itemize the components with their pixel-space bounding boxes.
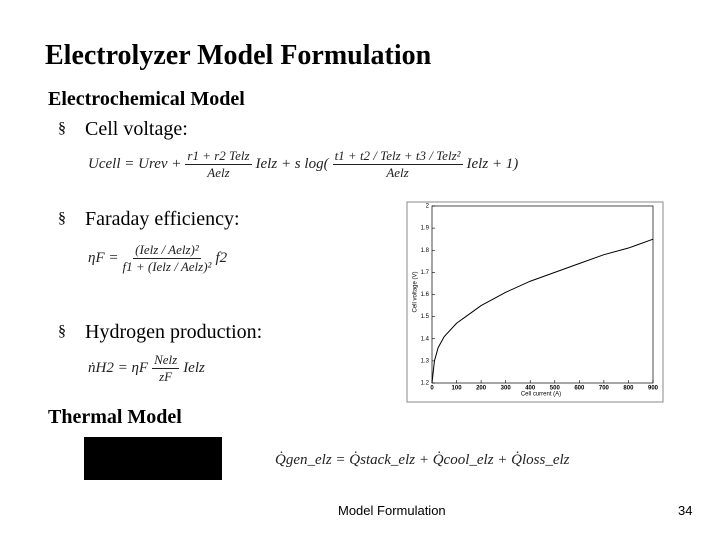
y-tick-label: 1.4 [421, 336, 430, 342]
x-tick-label: 200 [476, 386, 487, 392]
equation: Ucell = Urev + r1 + r2 Telz Aelz Ielz + s l… [88, 148, 518, 181]
equation: ṅH2 = ηF Nelz zF Ielz [88, 352, 205, 385]
bullet-symbol: § [58, 210, 66, 227]
fraction: Nelz zF [152, 352, 180, 385]
y-tick-label: 2 [426, 204, 430, 210]
denominator: Aelz [207, 165, 230, 180]
x-tick-label: 400 [525, 386, 536, 392]
x-tick-label: 700 [599, 386, 610, 392]
equation-text: Ielz + s log( [255, 156, 329, 172]
numerator: (Ielz / Aelz)² [133, 242, 201, 259]
line-series [431, 238, 654, 384]
section-heading: Thermal Model [48, 406, 182, 428]
y-tick-label: 1.7 [421, 270, 430, 276]
y-axis-label: Cell voltage (V) [413, 271, 419, 312]
x-tick-label: 300 [501, 386, 512, 392]
equation-text: Q̇gen_elz = Q̇stack_elz + Q̇cool_elz + Q… [275, 452, 570, 468]
numerator: Nelz [152, 352, 180, 369]
x-tick-label: 800 [623, 386, 634, 392]
y-tick-label: 1.5 [421, 314, 430, 320]
y-tick-label: 1.2 [421, 381, 430, 387]
x-tick-label: 100 [452, 386, 463, 392]
equation-text: Ielz [183, 360, 205, 376]
bullet-symbol: § [58, 323, 66, 340]
y-tick-label: 1.6 [421, 292, 430, 298]
bullet: Hydrogen production: [85, 321, 263, 343]
y-tick-label: 1.8 [421, 248, 430, 254]
page-number: 34 [678, 503, 693, 518]
numerator: r1 + r2 Telz [185, 148, 252, 165]
x-tick-label: 0 [430, 386, 434, 392]
equation-text: ṅH2 = ηF [88, 360, 149, 376]
equation: Q̇gen_elz = Q̇stack_elz + Q̇cool_elz + Q… [275, 452, 570, 469]
chart: Cell voltage (V) Cell current (A) 1.2 1.3… [406, 201, 664, 403]
bullet-symbol: § [58, 120, 66, 137]
equation-text: f2 [215, 250, 228, 266]
bullet: Faraday efficiency: [85, 208, 240, 230]
y-tick-label: 1.9 [421, 226, 430, 232]
fraction: t1 + t2 / Telz + t3 / Telz² Aelz [332, 148, 463, 181]
x-axis-label: Cell current (A) [521, 392, 561, 398]
denominator: Aelz [386, 165, 409, 180]
x-tick-label: 900 [648, 386, 659, 392]
numerator: t1 + t2 / Telz + t3 / Telz² [332, 148, 463, 165]
y-tick-label: 1.3 [421, 358, 430, 364]
denominator: f1 + (Ielz / Aelz)² [122, 259, 212, 274]
image-placeholder [84, 437, 222, 480]
x-tick-label: 500 [550, 386, 561, 392]
denominator: zF [159, 369, 173, 384]
chart-frame [406, 201, 664, 403]
slide-title: Electrolyzer Model Formulation [45, 40, 432, 71]
equation-text: Ucell = Urev + [88, 156, 182, 172]
footer-text: Model Formulation [338, 503, 446, 518]
equation-text: Ielz + 1) [466, 156, 519, 172]
fraction: (Ielz / Aelz)² f1 + (Ielz / Aelz)² [122, 242, 211, 275]
bullet: Cell voltage: [85, 118, 188, 140]
equation: ηF = (Ielz / Aelz)² f1 + (Ielz / Aelz)² f2 [88, 242, 227, 275]
fraction: r1 + r2 Telz Aelz [185, 148, 252, 181]
equation-text: ηF = [88, 250, 119, 266]
section-heading: Electrochemical Model [48, 88, 245, 110]
x-tick-label: 600 [574, 386, 585, 392]
